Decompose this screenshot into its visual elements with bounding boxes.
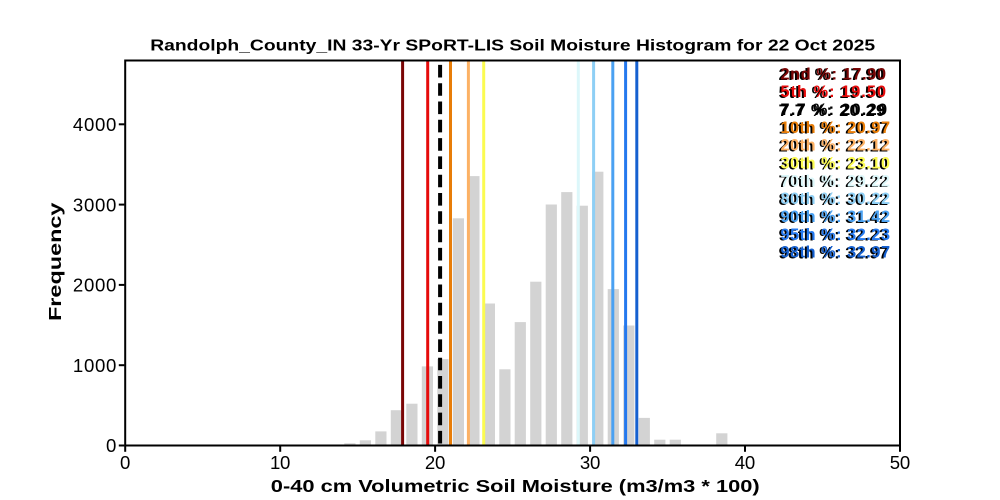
svg-text:50: 50 (890, 452, 910, 473)
svg-text:20th %: 22.12: 20th %: 22.12 (779, 138, 889, 156)
svg-text:7.7 %: 20.29: 7.7 %: 20.29 (779, 102, 886, 120)
svg-text:98th %: 32.97: 98th %: 32.97 (779, 245, 889, 263)
svg-text:80th %: 30.22: 80th %: 30.22 (779, 191, 889, 209)
svg-text:Randolph_County_IN 33-Yr SPoRT: Randolph_County_IN 33-Yr SPoRT-LIS Soil … (150, 36, 875, 54)
svg-text:70th %: 29.22: 70th %: 29.22 (779, 173, 889, 191)
svg-text:Frequency: Frequency (46, 202, 65, 321)
svg-text:95th %: 32.23: 95th %: 32.23 (781, 226, 891, 244)
svg-text:5th %: 19.50: 5th %: 19.50 (781, 83, 887, 101)
svg-text:90th %: 31.42: 90th %: 31.42 (779, 209, 889, 227)
svg-text:0: 0 (120, 452, 130, 473)
svg-text:5th %: 19.50: 5th %: 19.50 (779, 84, 885, 102)
svg-text:0: 0 (106, 435, 116, 456)
svg-text:0-40 cm Volumetric Soil Moistu: 0-40 cm Volumetric Soil Moisture (m3/m3 … (271, 477, 760, 497)
svg-text:30th %: 23.10: 30th %: 23.10 (779, 155, 889, 173)
svg-text:80th %: 30.22: 80th %: 30.22 (781, 190, 891, 208)
svg-text:70th %: 29.22: 70th %: 29.22 (781, 172, 891, 190)
svg-text:20: 20 (425, 452, 445, 473)
svg-text:10th %: 20.97: 10th %: 20.97 (779, 120, 889, 138)
svg-text:1000: 1000 (73, 355, 116, 376)
svg-text:30: 30 (580, 452, 600, 473)
svg-text:7.7 %: 20.29: 7.7 %: 20.29 (781, 101, 888, 119)
svg-text:40: 40 (735, 452, 755, 473)
svg-text:98th %: 32.97: 98th %: 32.97 (781, 244, 891, 262)
svg-text:2nd %: 17.90: 2nd %: 17.90 (781, 65, 887, 83)
svg-text:95th %: 32.23: 95th %: 32.23 (779, 227, 889, 245)
svg-text:2nd %: 17.90: 2nd %: 17.90 (779, 66, 885, 84)
svg-text:20th %: 22.12: 20th %: 22.12 (781, 137, 891, 155)
svg-text:4000: 4000 (73, 114, 116, 135)
svg-text:3000: 3000 (73, 194, 116, 215)
svg-text:10th %: 20.97: 10th %: 20.97 (781, 119, 891, 137)
svg-text:10: 10 (270, 452, 290, 473)
svg-text:2000: 2000 (73, 275, 116, 296)
svg-text:90th %: 31.42: 90th %: 31.42 (781, 208, 891, 226)
svg-text:30th %: 23.10: 30th %: 23.10 (781, 155, 891, 173)
